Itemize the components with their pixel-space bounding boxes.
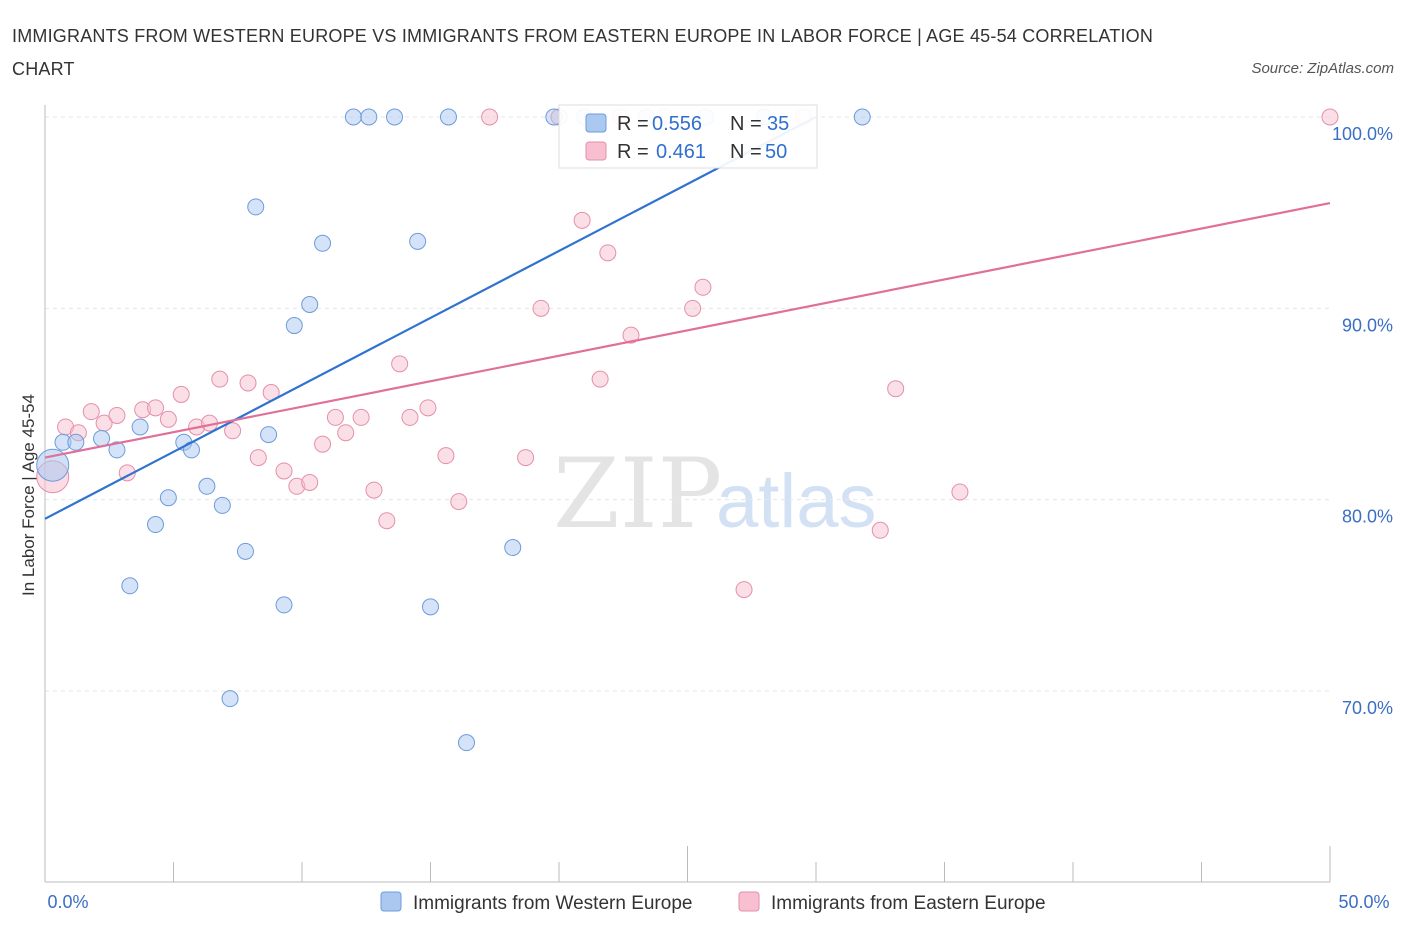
legend-label-eastern: Immigrants from Eastern Europe bbox=[771, 893, 1046, 914]
eastern-trend-line bbox=[44, 202, 1331, 459]
stats-swatch-western bbox=[585, 113, 607, 133]
series-western-points bbox=[36, 108, 871, 752]
eastern-point-20 bbox=[301, 473, 319, 491]
eastern-point-9 bbox=[159, 410, 177, 428]
western-point-13 bbox=[221, 690, 239, 708]
stats-eastern-r-value: 0.461 bbox=[656, 141, 706, 163]
western-point-14 bbox=[236, 542, 254, 560]
eastern-point-48 bbox=[951, 483, 969, 501]
trend-lines bbox=[44, 116, 1331, 520]
western-point-22 bbox=[360, 108, 378, 126]
eastern-point-5 bbox=[108, 406, 126, 424]
legend: Immigrants from Western Europe Immigrant… bbox=[380, 891, 1046, 914]
western-point-2 bbox=[67, 433, 85, 451]
legend-swatch-eastern bbox=[738, 891, 760, 912]
stats-swatch-eastern bbox=[585, 141, 607, 161]
western-point-24 bbox=[409, 232, 427, 250]
western-point-34 bbox=[853, 108, 871, 126]
western-point-27 bbox=[457, 734, 475, 752]
eastern-point-27 bbox=[391, 355, 409, 373]
western-point-18 bbox=[285, 317, 303, 335]
western-point-28 bbox=[504, 539, 522, 556]
stats-eastern-r-label: R = bbox=[617, 141, 649, 163]
y-axis-title: In Labor Force | Age 45-54 bbox=[19, 394, 38, 596]
western-point-0 bbox=[36, 448, 70, 482]
source-label: Source: ZipAtlas.com bbox=[1251, 60, 1394, 77]
eastern-point-36 bbox=[573, 211, 591, 229]
eastern-point-47 bbox=[887, 380, 905, 398]
stats-box: R = 0.556 N = 35 R = 0.461 N = 50 bbox=[558, 104, 818, 169]
stats-western-r-value: 0.556 bbox=[652, 113, 702, 135]
eastern-point-10 bbox=[172, 385, 190, 403]
eastern-point-49 bbox=[1321, 108, 1339, 126]
eastern-point-34 bbox=[532, 299, 550, 317]
western-point-4 bbox=[108, 441, 126, 459]
y-tick-label-3: 70.0% bbox=[1342, 698, 1393, 718]
x-tick-label-1: 50.0% bbox=[1338, 892, 1389, 912]
eastern-point-46 bbox=[871, 521, 889, 539]
gridlines bbox=[45, 116, 1330, 692]
eastern-point-30 bbox=[437, 447, 455, 465]
stats-western-r-label: R = bbox=[617, 113, 649, 135]
western-point-25 bbox=[422, 598, 439, 616]
western-point-21 bbox=[344, 108, 362, 126]
stats-eastern-n-label: N = bbox=[730, 141, 762, 163]
western-point-3 bbox=[93, 429, 111, 447]
stats-western-n-label: N = bbox=[730, 113, 762, 135]
eastern-point-14 bbox=[224, 422, 242, 440]
western-point-19 bbox=[301, 296, 319, 314]
eastern-point-37 bbox=[591, 370, 609, 388]
western-point-15 bbox=[247, 198, 265, 216]
western-point-16 bbox=[260, 426, 278, 444]
watermark-atlas: atlas bbox=[716, 459, 877, 544]
eastern-point-43 bbox=[694, 278, 712, 296]
western-point-12 bbox=[213, 496, 231, 514]
western-point-6 bbox=[147, 516, 165, 534]
eastern-point-25 bbox=[365, 481, 383, 499]
eastern-point-26 bbox=[378, 512, 396, 530]
eastern-point-40 bbox=[622, 326, 640, 344]
chart-title: IMMIGRANTS FROM WESTERN EUROPE VS IMMIGR… bbox=[12, 26, 1154, 79]
eastern-point-28 bbox=[401, 408, 419, 426]
x-axis-ticks: 0.0% 50.0% bbox=[44, 846, 1390, 912]
y-tick-label-2: 80.0% bbox=[1342, 507, 1393, 527]
legend-swatch-western bbox=[380, 891, 402, 912]
eastern-point-42 bbox=[684, 299, 702, 317]
eastern-point-15 bbox=[239, 374, 257, 392]
y-tick-label-0: 100.0% bbox=[1332, 124, 1393, 144]
western-point-7 bbox=[121, 577, 139, 595]
eastern-point-22 bbox=[326, 408, 344, 426]
western-point-23 bbox=[386, 108, 404, 126]
eastern-point-33 bbox=[517, 449, 535, 467]
western-point-20 bbox=[314, 234, 332, 252]
eastern-point-16 bbox=[249, 449, 267, 467]
eastern-point-29 bbox=[419, 399, 437, 417]
eastern-point-24 bbox=[352, 408, 370, 426]
eastern-point-21 bbox=[314, 435, 332, 453]
eastern-point-32 bbox=[481, 108, 499, 126]
watermark-zip: ZIP bbox=[553, 438, 722, 550]
y-tick-label-1: 90.0% bbox=[1342, 315, 1393, 335]
western-point-11 bbox=[198, 477, 216, 495]
western-point-5 bbox=[131, 418, 149, 436]
western-point-8 bbox=[159, 489, 177, 507]
legend-label-western: Immigrants from Western Europe bbox=[413, 893, 692, 914]
watermark: ZIP atlas bbox=[553, 438, 877, 550]
western-point-17 bbox=[275, 596, 293, 614]
x-tick-label-0: 0.0% bbox=[47, 892, 88, 912]
eastern-point-13 bbox=[211, 370, 229, 388]
eastern-point-44 bbox=[735, 581, 753, 599]
western-point-26 bbox=[439, 108, 457, 126]
eastern-point-31 bbox=[450, 493, 468, 511]
eastern-point-8 bbox=[147, 399, 165, 417]
stats-eastern-n-value: 50 bbox=[765, 141, 787, 163]
eastern-point-23 bbox=[337, 424, 355, 442]
western-trend-line bbox=[44, 116, 817, 520]
stats-western-n-value: 35 bbox=[767, 113, 789, 135]
y-axis-tick-labels: 100.0% 90.0% 80.0% 70.0% bbox=[1332, 124, 1393, 718]
eastern-point-3 bbox=[82, 403, 100, 421]
eastern-point-18 bbox=[275, 462, 293, 480]
eastern-point-38 bbox=[599, 244, 617, 262]
